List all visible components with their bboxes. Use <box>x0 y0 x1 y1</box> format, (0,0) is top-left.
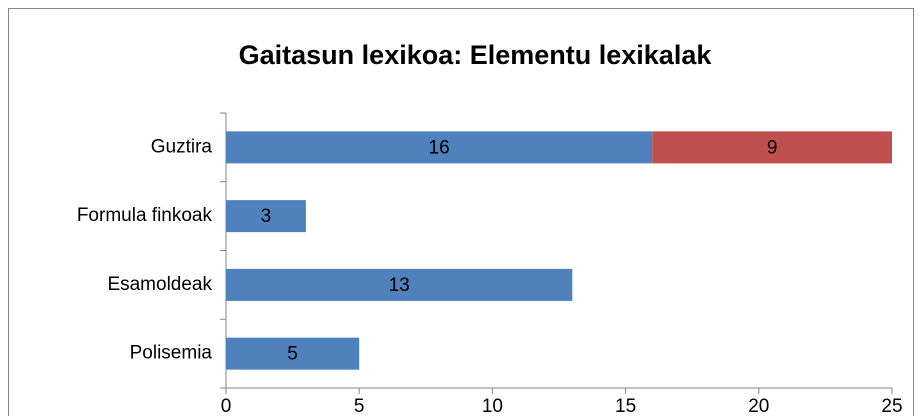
chart-title: Gaitasun lexikoa: Elementu lexikalak <box>239 40 713 70</box>
data-label: 3 <box>261 206 272 227</box>
x-tick-label: 25 <box>881 396 902 416</box>
y-tick-label: Guztira <box>151 136 213 157</box>
x-tick-label: 5 <box>354 396 365 416</box>
bar <box>226 268 573 301</box>
chart-frame <box>8 8 914 416</box>
data-label: 5 <box>287 344 298 365</box>
y-tick-label: Polisemia <box>130 343 213 364</box>
x-tick-label: 20 <box>748 396 769 416</box>
bar <box>226 131 653 164</box>
data-label: 16 <box>429 137 450 158</box>
bar <box>226 337 360 370</box>
x-tick-label: 0 <box>221 396 232 416</box>
data-label: 9 <box>767 137 778 158</box>
data-label: 13 <box>389 275 410 296</box>
y-tick-label: Esamoldeak <box>107 274 212 295</box>
x-tick-label: 15 <box>615 396 636 416</box>
x-tick-label: 10 <box>482 396 503 416</box>
bar <box>226 200 306 233</box>
bar <box>652 131 892 164</box>
y-tick-label: Formula finkoak <box>77 205 213 226</box>
